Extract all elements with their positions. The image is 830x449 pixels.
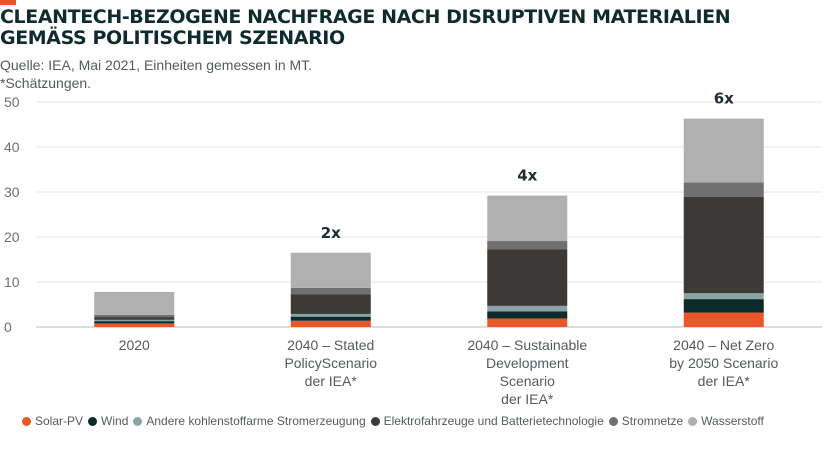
y-tick-label-10: 10 [4,274,20,290]
bar-segment-3-1 [683,299,764,313]
bar-segment-0-0 [94,323,175,327]
bar-segment-2-3 [487,249,568,306]
legend-item-1: Wind [88,414,128,428]
legend-label-5: Wasserstoff [701,414,764,428]
bar-segment-3-5 [683,118,764,183]
category-label-2-3: der IEA* [501,391,554,407]
legend-label-0: Solar-PV [35,414,84,428]
bar-segment-1-2 [290,313,371,317]
bar-segment-2-1 [487,311,568,319]
legend-item-0: Solar-PV [22,414,83,428]
category-label-3-1: by 2050 Scenario [669,355,778,371]
bar-segment-1-5 [290,252,371,288]
legend-label-1: Wind [101,414,129,428]
accent-bar [0,0,16,5]
y-tick-label-0: 0 [4,319,12,335]
legend-swatch-1 [88,416,98,426]
legend-swatch-2 [133,416,143,426]
source-note: Quelle: IEA, Mai 2021, Einheiten gemesse… [0,57,313,73]
category-label-1-1: PolicyScenario [284,355,377,371]
legend-label-3: Elektrofahrzeuge und Batterietechnologie [383,414,604,428]
bar-segment-0-2 [94,319,175,322]
y-tick-label-20: 20 [4,229,20,245]
legend-swatch-5 [688,416,698,426]
category-label-1-2: der IEA* [305,373,358,389]
category-label-3-0: 2040 – Net Zero [673,337,774,353]
category-label-0-0: 2020 [119,337,150,353]
y-tick-label-50: 50 [4,94,20,110]
chart-title: CLEANTECH-BEZOGENE NACHFRAGE NACH DISRUP… [0,6,731,49]
y-tick-label-40: 40 [4,139,20,155]
legend-item-2: Andere kohlenstoffarme Stromerzeugung [133,414,366,428]
multiplier-label-1: 2x [321,224,341,242]
bar-segment-3-0 [683,312,764,327]
bar-segment-2-0 [487,318,568,327]
category-label-1-0: 2040 – Stated [287,337,374,353]
bar-segment-0-1 [94,321,175,324]
bar-segment-0-4 [94,314,175,318]
estimate-note: *Schätzungen. [0,75,92,91]
legend-item-5: Wasserstoff [688,414,764,428]
bar-segment-3-2 [683,293,764,300]
bar-segment-2-2 [487,305,568,312]
chart-legend: Solar-PV Wind Andere kohlenstoffarme Strom… [22,414,769,428]
y-tick-label-30: 30 [4,184,20,200]
bar-segment-1-3 [290,294,371,314]
bar-segment-0-5 [94,291,175,315]
stacked-bar-chart: 0 10 20 30 40 50 2020 2x 2040 – Stated PolicyScen… [4,92,822,407]
bar-segment-1-1 [290,316,371,321]
bar-segment-2-5 [487,195,568,242]
legend-label-2: Andere kohlenstoffarme Stromerzeugung [146,414,366,428]
bar-segment-1-0 [290,320,371,327]
legend-item-4: Stromnetze [608,414,684,428]
bar-segment-0-3 [94,317,175,320]
multiplier-label-3: 6x [714,92,734,108]
legend-item-3: Elektrofahrzeuge und Batterietechnologie [370,414,604,428]
bar-segment-1-4 [290,287,371,295]
bar-segment-3-3 [683,196,764,294]
category-label-2-2: Scenario [500,373,555,389]
legend-swatch-4 [608,416,618,426]
legend-swatch-3 [370,416,380,426]
category-label-3-2: der IEA* [698,373,751,389]
category-label-2-1: Development [486,355,569,371]
legend-swatch-0 [22,416,31,426]
multiplier-label-2: 4x [517,167,537,185]
bar-segment-2-4 [487,241,568,250]
bar-segment-3-4 [683,182,764,197]
legend-label-4: Stromnetze [621,414,684,428]
category-label-2-0: 2040 – Sustainable [467,337,587,353]
